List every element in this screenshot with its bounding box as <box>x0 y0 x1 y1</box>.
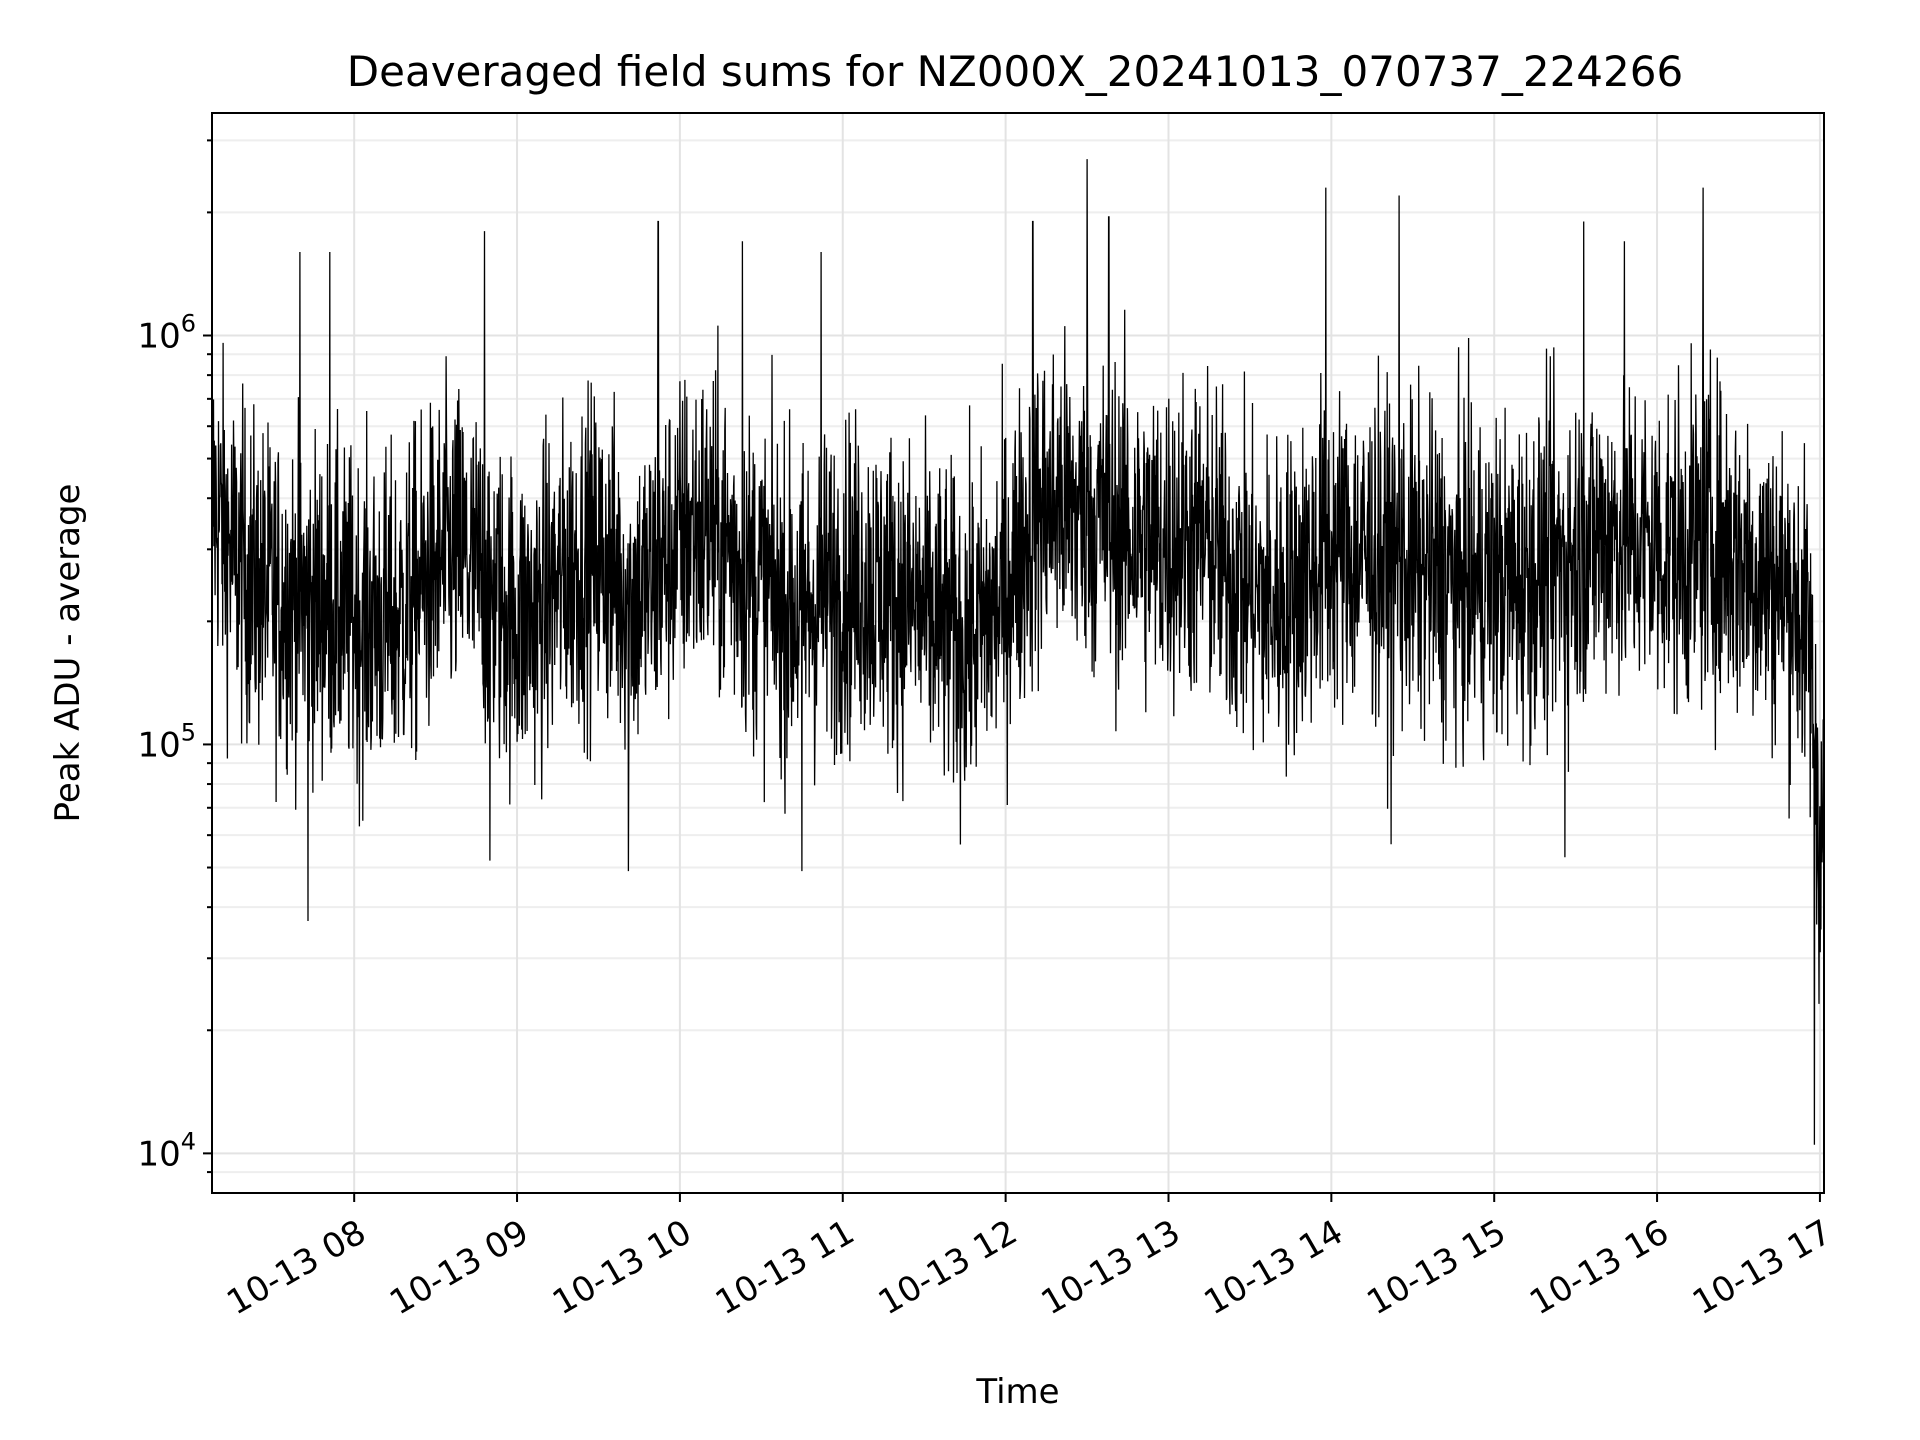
plot-frame <box>211 112 1825 1194</box>
y-tick-label: 104 <box>137 1127 196 1174</box>
x-axis-label: Time <box>975 1372 1059 1412</box>
plot-area <box>211 159 1825 1145</box>
y-tick-label: 106 <box>137 309 196 356</box>
y-tick-label: 105 <box>137 718 196 765</box>
y-axis: 104 105 106 <box>137 139 212 1174</box>
y-axis-label: Peak ADU - average <box>48 484 88 823</box>
chart-title: Deaveraged field sums for NZ000X_2024101… <box>347 47 1683 96</box>
series-line <box>211 159 1825 1145</box>
